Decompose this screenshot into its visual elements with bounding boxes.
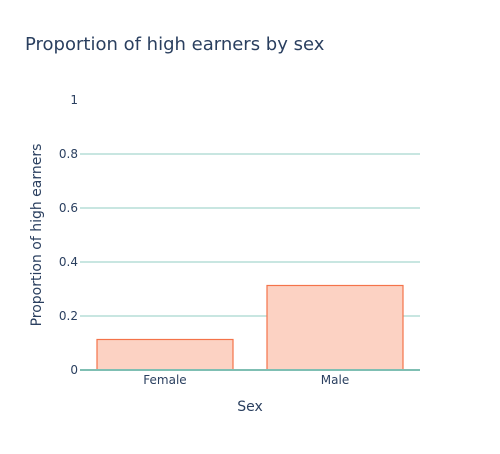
x-axis-title: Sex (237, 399, 263, 415)
y-tick-label: 0.4 (59, 255, 78, 269)
y-axis-ticks: 0 0.2 0.4 0.6 0.8 1 (59, 93, 78, 377)
y-tick-label: 0.2 (59, 309, 78, 323)
y-tick-label: 1 (70, 93, 78, 107)
bar-male[interactable] (266, 284, 404, 371)
y-tick-label: 0.8 (59, 147, 78, 161)
x-tick-label: Male (321, 373, 349, 387)
chart-title: Proportion of high earners by sex (25, 34, 325, 55)
x-tick-label: Female (143, 373, 186, 387)
y-axis-title: Proportion of high earners (29, 144, 45, 327)
y-tick-label: 0.6 (59, 201, 78, 215)
bars (96, 284, 404, 371)
y-tick-label: 0 (70, 363, 78, 377)
x-axis-ticks: Female Male (143, 373, 349, 387)
bar-female[interactable] (96, 338, 234, 371)
